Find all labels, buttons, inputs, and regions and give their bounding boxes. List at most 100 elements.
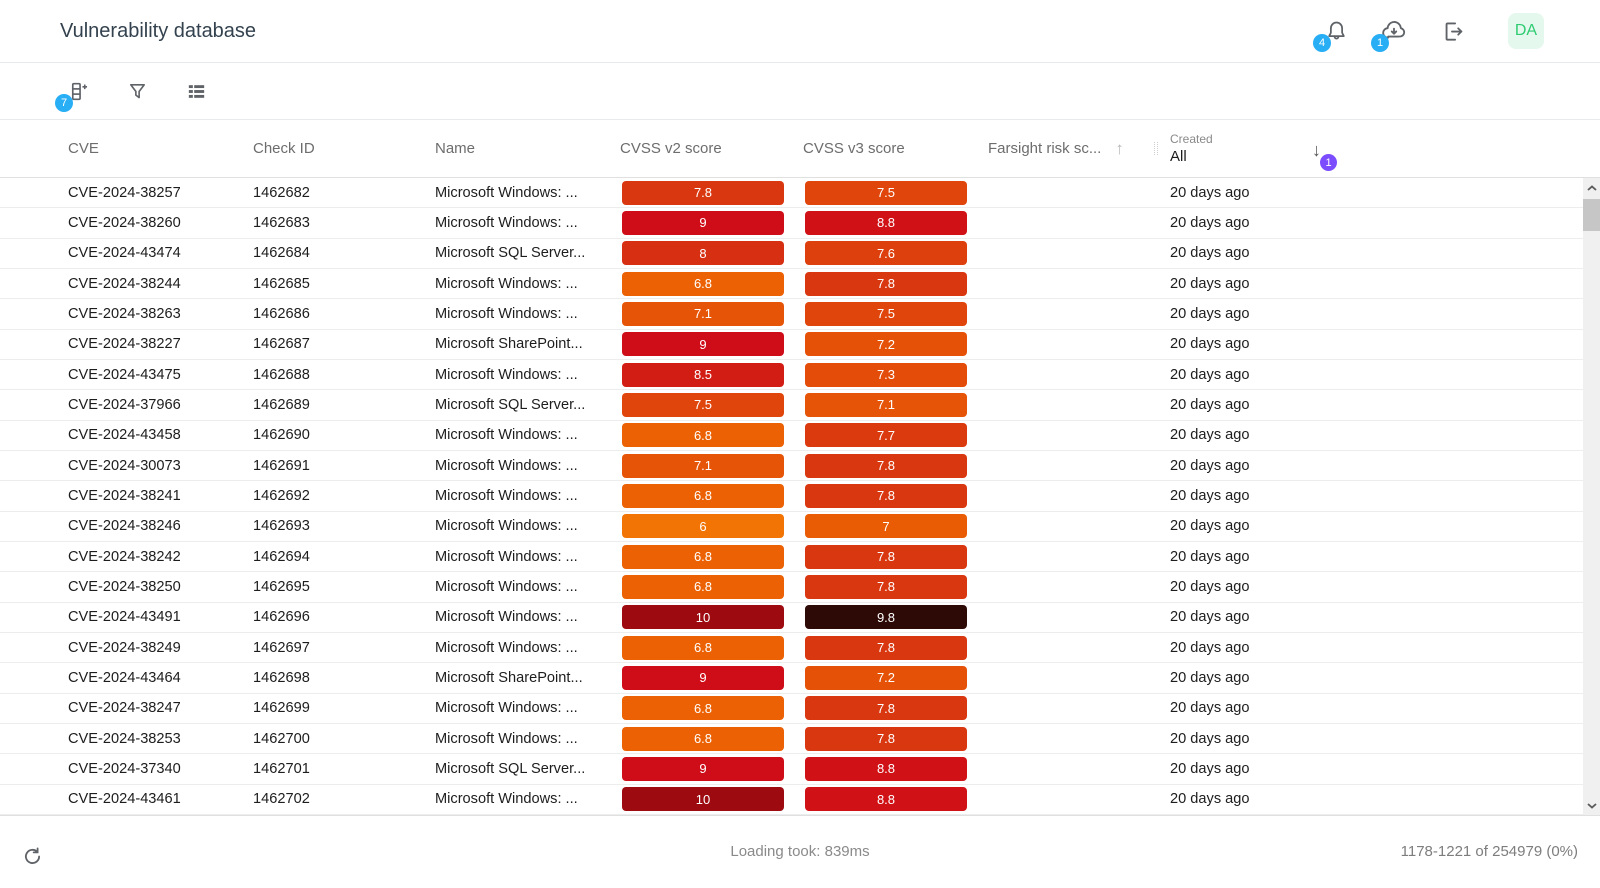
table-row[interactable]: CVE-2024-38249 1462697 Microsoft Windows… <box>0 632 1600 664</box>
table-row[interactable]: CVE-2024-38247 1462699 Microsoft Windows… <box>0 693 1600 724</box>
cell-created: 20 days ago <box>1170 578 1250 595</box>
logout-button[interactable] <box>1438 17 1466 45</box>
table-row[interactable]: CVE-2024-38263 1462686 Microsoft Windows… <box>0 299 1600 330</box>
downloads-count-badge: 1 <box>1371 34 1389 52</box>
cell-check-id: 1462694 <box>253 548 310 565</box>
table-row[interactable]: CVE-2024-30073 1462691 Microsoft Windows… <box>0 450 1600 482</box>
refresh-button[interactable] <box>18 842 46 870</box>
sort-ascending-icon[interactable]: ↑ <box>1115 138 1124 158</box>
column-header-check-id[interactable]: Check ID <box>253 140 315 157</box>
column-header-name[interactable]: Name <box>435 140 476 157</box>
add-column-button[interactable]: 7 <box>55 77 92 112</box>
cell-name: Microsoft Windows: ... <box>435 548 578 565</box>
cell-created: 20 days ago <box>1170 245 1250 262</box>
cell-name: Microsoft Windows: ... <box>435 427 578 444</box>
bell-icon <box>1324 19 1349 44</box>
column-header-cve[interactable]: CVE <box>68 140 99 157</box>
table-row[interactable]: CVE-2024-43464 1462698 Microsoft SharePo… <box>0 663 1600 694</box>
table-row[interactable]: CVE-2024-43458 1462690 Microsoft Windows… <box>0 420 1600 451</box>
filter-button[interactable] <box>123 77 151 105</box>
cvss-v3-score-badge: 7.8 <box>805 696 967 721</box>
vertical-scrollbar[interactable] <box>1583 178 1600 815</box>
cell-created: 20 days ago <box>1170 760 1250 777</box>
cell-check-id: 1462702 <box>253 791 310 808</box>
cell-created: 20 days ago <box>1170 609 1250 626</box>
cell-created: 20 days ago <box>1170 457 1250 474</box>
cell-name: Microsoft Windows: ... <box>435 305 578 322</box>
row-range-text: 1178-1221 of 254979 (0%) <box>1400 843 1578 860</box>
cvss-v3-score-badge: 7.8 <box>805 574 967 599</box>
avatar[interactable]: DA <box>1508 13 1544 49</box>
column-header-cvss-v2[interactable]: CVSS v2 score <box>620 140 722 157</box>
cell-name: Microsoft SharePoint... <box>435 669 583 686</box>
table-row[interactable]: CVE-2024-37340 1462701 Microsoft SQL Ser… <box>0 754 1600 785</box>
cell-check-id: 1462687 <box>253 336 310 353</box>
table-row[interactable]: CVE-2024-43474 1462684 Microsoft SQL Ser… <box>0 238 1600 269</box>
cell-cve: CVE-2024-38263 <box>68 305 181 322</box>
cvss-v3-score-badge: 8.8 <box>805 210 967 235</box>
cvss-v2-score-badge: 8.5 <box>622 362 784 387</box>
cell-check-id: 1462691 <box>253 457 310 474</box>
cvss-v2-score-badge: 7.5 <box>622 392 784 417</box>
cell-cve: CVE-2024-38244 <box>68 275 181 292</box>
column-header-cvss-v3[interactable]: CVSS v3 score <box>803 140 905 157</box>
cell-name: Microsoft SQL Server... <box>435 396 586 413</box>
table-row[interactable]: CVE-2024-43461 1462702 Microsoft Windows… <box>0 784 1600 815</box>
cell-check-id: 1462701 <box>253 760 310 777</box>
scroll-up-icon[interactable] <box>1583 179 1600 196</box>
cvss-v3-score-badge: 7.8 <box>805 544 967 569</box>
column-header-farsight[interactable]: Farsight risk sc... ↑ <box>988 120 1170 177</box>
scroll-down-icon[interactable] <box>1583 797 1600 814</box>
cell-check-id: 1462683 <box>253 214 310 231</box>
cell-check-id: 1462686 <box>253 305 310 322</box>
cell-check-id: 1462690 <box>253 427 310 444</box>
cvss-v3-score-badge: 8.8 <box>805 787 967 812</box>
table-row[interactable]: CVE-2024-38227 1462687 Microsoft SharePo… <box>0 329 1600 360</box>
cell-cve: CVE-2024-43464 <box>68 669 181 686</box>
cvss-v2-score-badge: 10 <box>622 787 784 812</box>
table-row[interactable]: CVE-2024-38244 1462685 Microsoft Windows… <box>0 268 1600 300</box>
table-row[interactable]: CVE-2024-38241 1462692 Microsoft Windows… <box>0 481 1600 512</box>
cell-cve: CVE-2024-43491 <box>68 609 181 626</box>
cell-check-id: 1462695 <box>253 578 310 595</box>
sort-descending-icon[interactable]: ↓ <box>1312 140 1321 160</box>
sort-order-badge: 1 <box>1320 154 1337 171</box>
table-header: CVE Check ID Name CVSS v2 score CVSS v3 … <box>0 120 1600 178</box>
cvss-v2-score-badge: 9 <box>622 756 784 781</box>
cell-name: Microsoft Windows: ... <box>435 457 578 474</box>
table-row[interactable]: CVE-2024-38260 1462683 Microsoft Windows… <box>0 208 1600 239</box>
column-resize-handle[interactable] <box>1154 142 1158 155</box>
cvss-v2-score-badge: 8 <box>622 241 784 266</box>
cvss-v2-score-badge: 7.8 <box>622 180 784 205</box>
table-row[interactable]: CVE-2024-43475 1462688 Microsoft Windows… <box>0 359 1600 391</box>
created-filter-value[interactable]: All <box>1170 148 1187 165</box>
table-row[interactable]: CVE-2024-38250 1462695 Microsoft Windows… <box>0 572 1600 603</box>
cvss-v3-score-badge: 7.2 <box>805 665 967 690</box>
table-row[interactable]: CVE-2024-38253 1462700 Microsoft Windows… <box>0 723 1600 755</box>
add-column-icon <box>66 79 91 104</box>
notifications-button[interactable]: 4 <box>1313 17 1350 52</box>
cell-name: Microsoft SQL Server... <box>435 760 586 777</box>
cell-cve: CVE-2024-37340 <box>68 760 181 777</box>
table-row[interactable]: CVE-2024-43491 1462696 Microsoft Windows… <box>0 602 1600 633</box>
cvss-v3-score-badge: 7.3 <box>805 362 967 387</box>
downloads-button[interactable]: 1 <box>1371 17 1408 52</box>
page-title: Vulnerability database <box>60 19 257 42</box>
list-view-button[interactable] <box>182 77 210 105</box>
cell-cve: CVE-2024-43461 <box>68 791 181 808</box>
cell-cve: CVE-2024-38249 <box>68 639 181 656</box>
cell-check-id: 1462693 <box>253 518 310 535</box>
table-row[interactable]: CVE-2024-38246 1462693 Microsoft Windows… <box>0 511 1600 542</box>
table-body: CVE-2024-38257 1462682 Microsoft Windows… <box>0 178 1600 815</box>
table-row[interactable]: CVE-2024-38257 1462682 Microsoft Windows… <box>0 178 1600 209</box>
cell-cve: CVE-2024-38253 <box>68 730 181 747</box>
table-row[interactable]: CVE-2024-37966 1462689 Microsoft SQL Ser… <box>0 390 1600 421</box>
cell-name: Microsoft Windows: ... <box>435 609 578 626</box>
cell-name: Microsoft Windows: ... <box>435 791 578 808</box>
table-row[interactable]: CVE-2024-38242 1462694 Microsoft Windows… <box>0 541 1600 573</box>
cell-created: 20 days ago <box>1170 305 1250 322</box>
cell-check-id: 1462700 <box>253 730 310 747</box>
column-header-created[interactable]: Created All ↓ 1 <box>1170 120 1600 177</box>
cvss-v3-score-badge: 7.2 <box>805 332 967 357</box>
scrollbar-thumb[interactable] <box>1583 199 1600 231</box>
